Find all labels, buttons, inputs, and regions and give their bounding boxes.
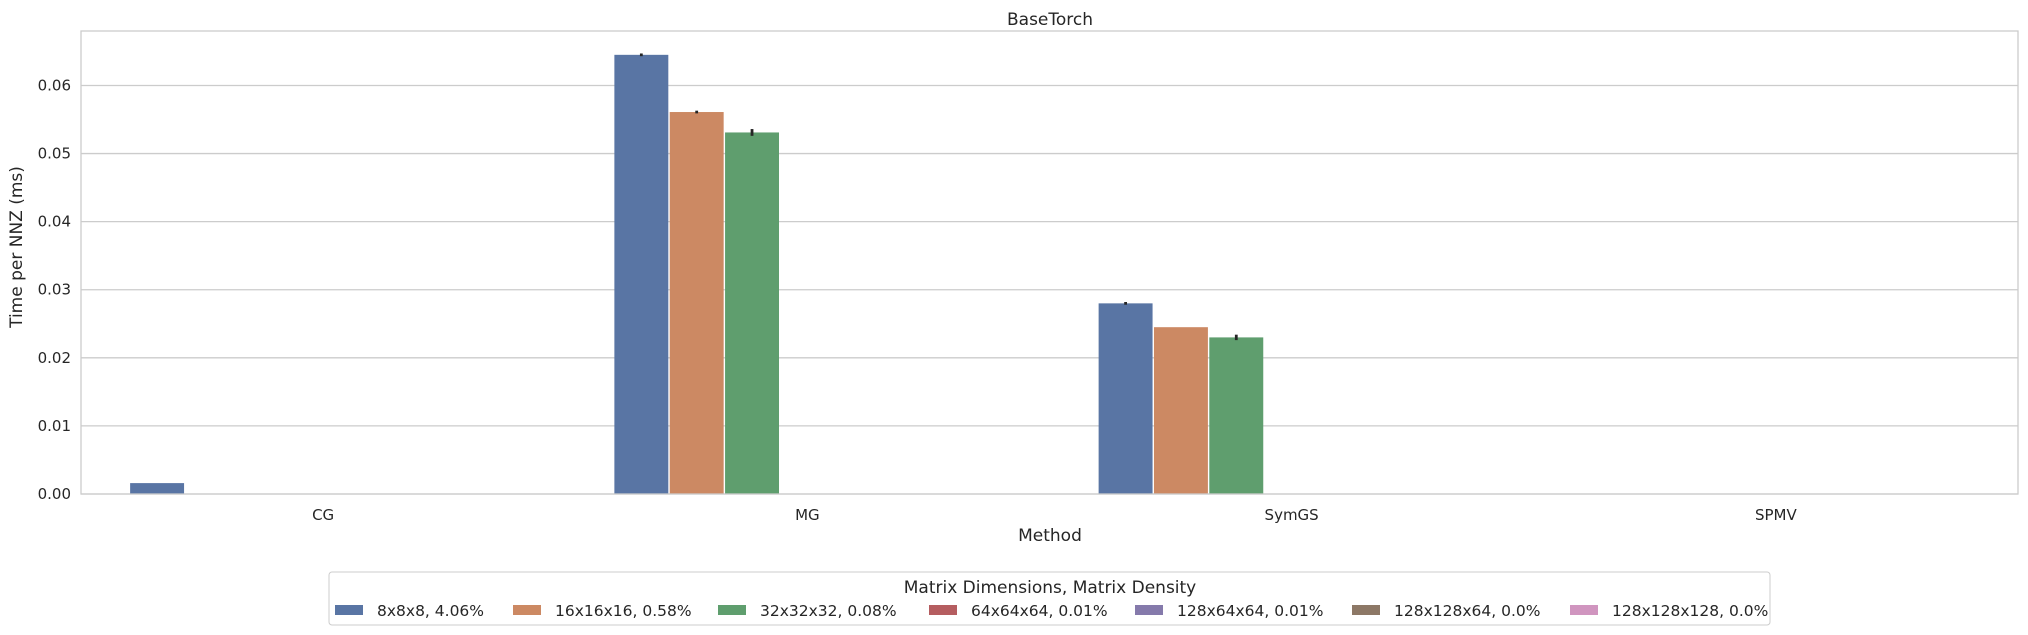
- legend-label: 8x8x8, 4.06%: [377, 602, 484, 620]
- x-axis-title: Method: [1018, 526, 1082, 546]
- y-tick-label: 0.06: [38, 76, 71, 94]
- bar: [1153, 327, 1208, 494]
- bar: [1209, 337, 1264, 494]
- y-axis-title: Time per NNZ (ms): [7, 166, 27, 329]
- x-tick-labels: CG MG SymGS SPMV: [312, 506, 1797, 524]
- bar: [614, 54, 669, 495]
- y-tick-label: 0.00: [38, 485, 71, 503]
- legend-label: 16x16x16, 0.58%: [555, 602, 692, 620]
- y-tick-label: 0.04: [38, 213, 71, 231]
- x-tick-label: MG: [795, 506, 820, 524]
- legend-label: 128x128x64, 0.0%: [1394, 602, 1540, 620]
- bar: [669, 112, 724, 495]
- legend: Matrix Dimensions, Matrix Density 8x8x8,…: [328, 571, 1771, 626]
- legend-label: 128x64x64, 0.01%: [1177, 602, 1323, 620]
- legend-label: 128x128x128, 0.0%: [1612, 602, 1768, 620]
- legend-frame: [328, 571, 1771, 626]
- y-tick-labels: 0.00 0.01 0.02 0.03 0.04 0.05 0.06: [38, 76, 71, 503]
- y-tick-label: 0.02: [38, 349, 71, 367]
- x-tick-label: SymGS: [1265, 506, 1319, 524]
- bar: [130, 483, 185, 494]
- chart-title: BaseTorch: [1007, 10, 1093, 30]
- y-tick-label: 0.01: [38, 417, 71, 435]
- legend-swatch: [929, 605, 957, 615]
- legend-swatch: [1352, 605, 1380, 615]
- x-tick-label: CG: [312, 506, 334, 524]
- legend-label: 64x64x64, 0.01%: [971, 602, 1108, 620]
- error-bars: [639, 53, 1238, 341]
- y-tick-label: 0.03: [38, 281, 71, 299]
- legend-title: Matrix Dimensions, Matrix Density: [904, 578, 1197, 598]
- legend-swatch: [513, 605, 541, 615]
- legend-items: 8x8x8, 4.06% 16x16x16, 0.58% 32x32x32, 0.0…: [335, 602, 1768, 620]
- legend-label: 32x32x32, 0.08%: [760, 602, 897, 620]
- plot-frame: [80, 30, 2019, 495]
- bar: [1098, 303, 1153, 494]
- x-tick-label: SPMV: [1755, 506, 1798, 524]
- legend-swatch: [335, 605, 363, 615]
- bar: [725, 132, 780, 494]
- grid-lines: [81, 84, 2018, 495]
- y-tick-label: 0.05: [38, 145, 71, 163]
- bars: [130, 54, 1264, 495]
- legend-swatch: [1135, 605, 1163, 615]
- legend-swatch: [1570, 605, 1598, 615]
- legend-swatch: [718, 605, 746, 615]
